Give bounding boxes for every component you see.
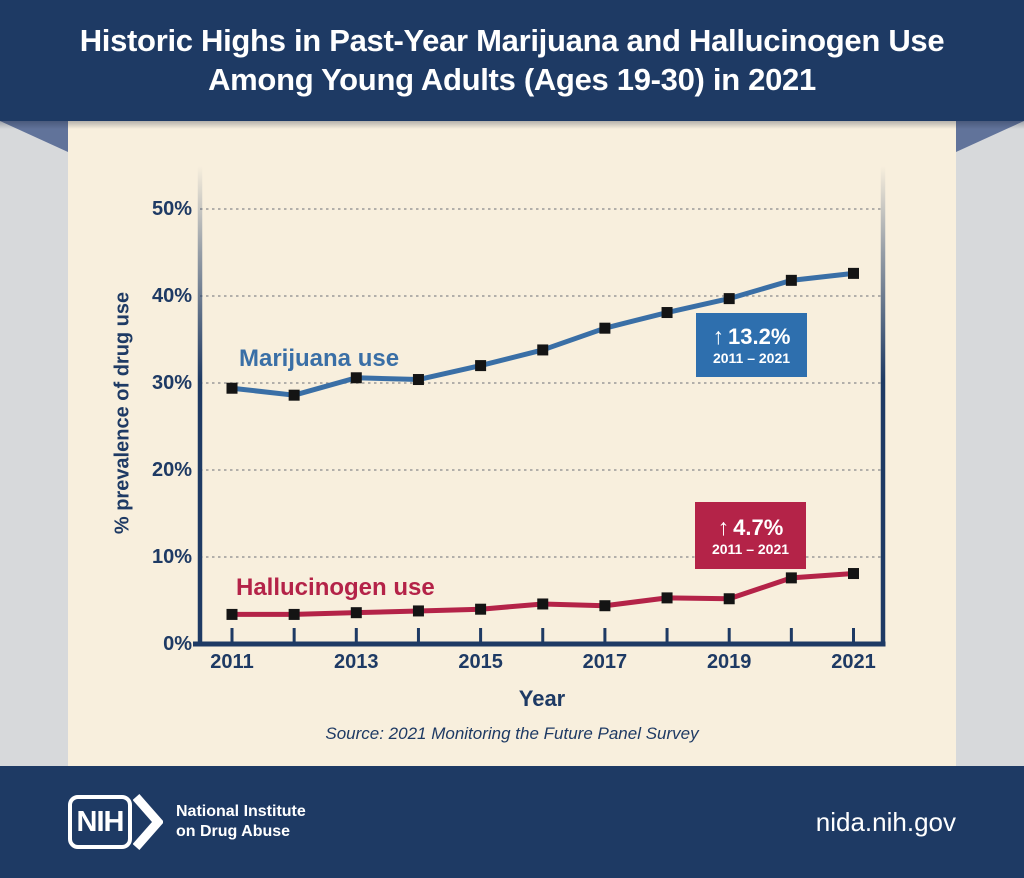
nih-chevron-icon (133, 794, 163, 850)
x-axis-title: Year (518, 686, 566, 711)
line-chart (193, 166, 886, 647)
source-note: Source: 2021 Monitoring the Future Panel… (325, 724, 699, 743)
hallucinogen-change-value-row: ↑ 4.7% (695, 513, 806, 540)
x-tick-label: 2021 (831, 651, 876, 673)
y-axis-title: % prevalence of drug use (111, 291, 134, 535)
up-arrow-icon: ↑ (717, 513, 730, 540)
y-tick-label: 30% (151, 372, 192, 394)
hallucinogen-series-label: Hallucinogen use (236, 574, 435, 601)
nih-logo: NIH National Institute on Drug Abuse (68, 793, 306, 851)
y-tick-label: 0% (163, 633, 192, 655)
marijuana-change-callout: ↑ 13.2% 2011 – 2021 (696, 313, 807, 377)
left-margin (0, 121, 68, 766)
x-tick-label: 2017 (582, 651, 628, 673)
page-title-line1: Historic Highs in Past-Year Marijuana an… (79, 23, 945, 58)
website-url: nida.nih.gov (815, 806, 956, 837)
institute-name: National Institute on Drug Abuse (176, 802, 306, 842)
chart-section: 0% 10% 20% 30% 40% 50% 2011 2013 2015 2017 2019 20… (0, 121, 1024, 766)
x-tick-label: 2011 (210, 651, 254, 673)
y-tick-label: 20% (151, 459, 192, 481)
marijuana-change-value-row: ↑ 13.2% (696, 323, 807, 350)
marijuana-change-value: 13.2% (728, 324, 791, 349)
page-title: Historic Highs in Past-Year Marijuana an… (0, 0, 1024, 99)
hallucinogen-change-value: 4.7% (733, 514, 784, 540)
x-tick-label: 2013 (334, 651, 379, 673)
x-tick-label: 2019 (706, 651, 752, 673)
x-tick-label: 2015 (458, 651, 503, 673)
y-tick-label: 10% (151, 546, 192, 568)
right-margin (956, 121, 1024, 766)
y-tick-label: 50% (151, 198, 192, 220)
page-title-line2: Among Young Adults (Ages 19-30) in 2021 (208, 62, 816, 97)
hallucinogen-change-callout: ↑ 4.7% 2011 – 2021 (695, 502, 806, 569)
hallucinogen-change-range: 2011 – 2021 (711, 540, 790, 557)
institute-name-line1: National Institute (176, 803, 306, 820)
institute-name-line2: on Drug Abuse (176, 823, 291, 840)
chart-card: 0% 10% 20% 30% 40% 50% 2011 2013 2015 2017 2019 20… (68, 121, 956, 766)
marijuana-series-label: Marijuana use (239, 345, 400, 372)
marijuana-change-range: 2011 – 2021 (712, 350, 791, 366)
y-tick-label: 40% (151, 285, 192, 307)
nih-logo-box: NIH (68, 795, 132, 849)
nih-acronym: NIH (76, 805, 125, 838)
footer-banner: NIH National Institute on Drug Abuse nid… (0, 766, 1024, 878)
up-arrow-icon: ↑ (712, 323, 725, 349)
header-banner: Historic Highs in Past-Year Marijuana an… (0, 0, 1024, 121)
